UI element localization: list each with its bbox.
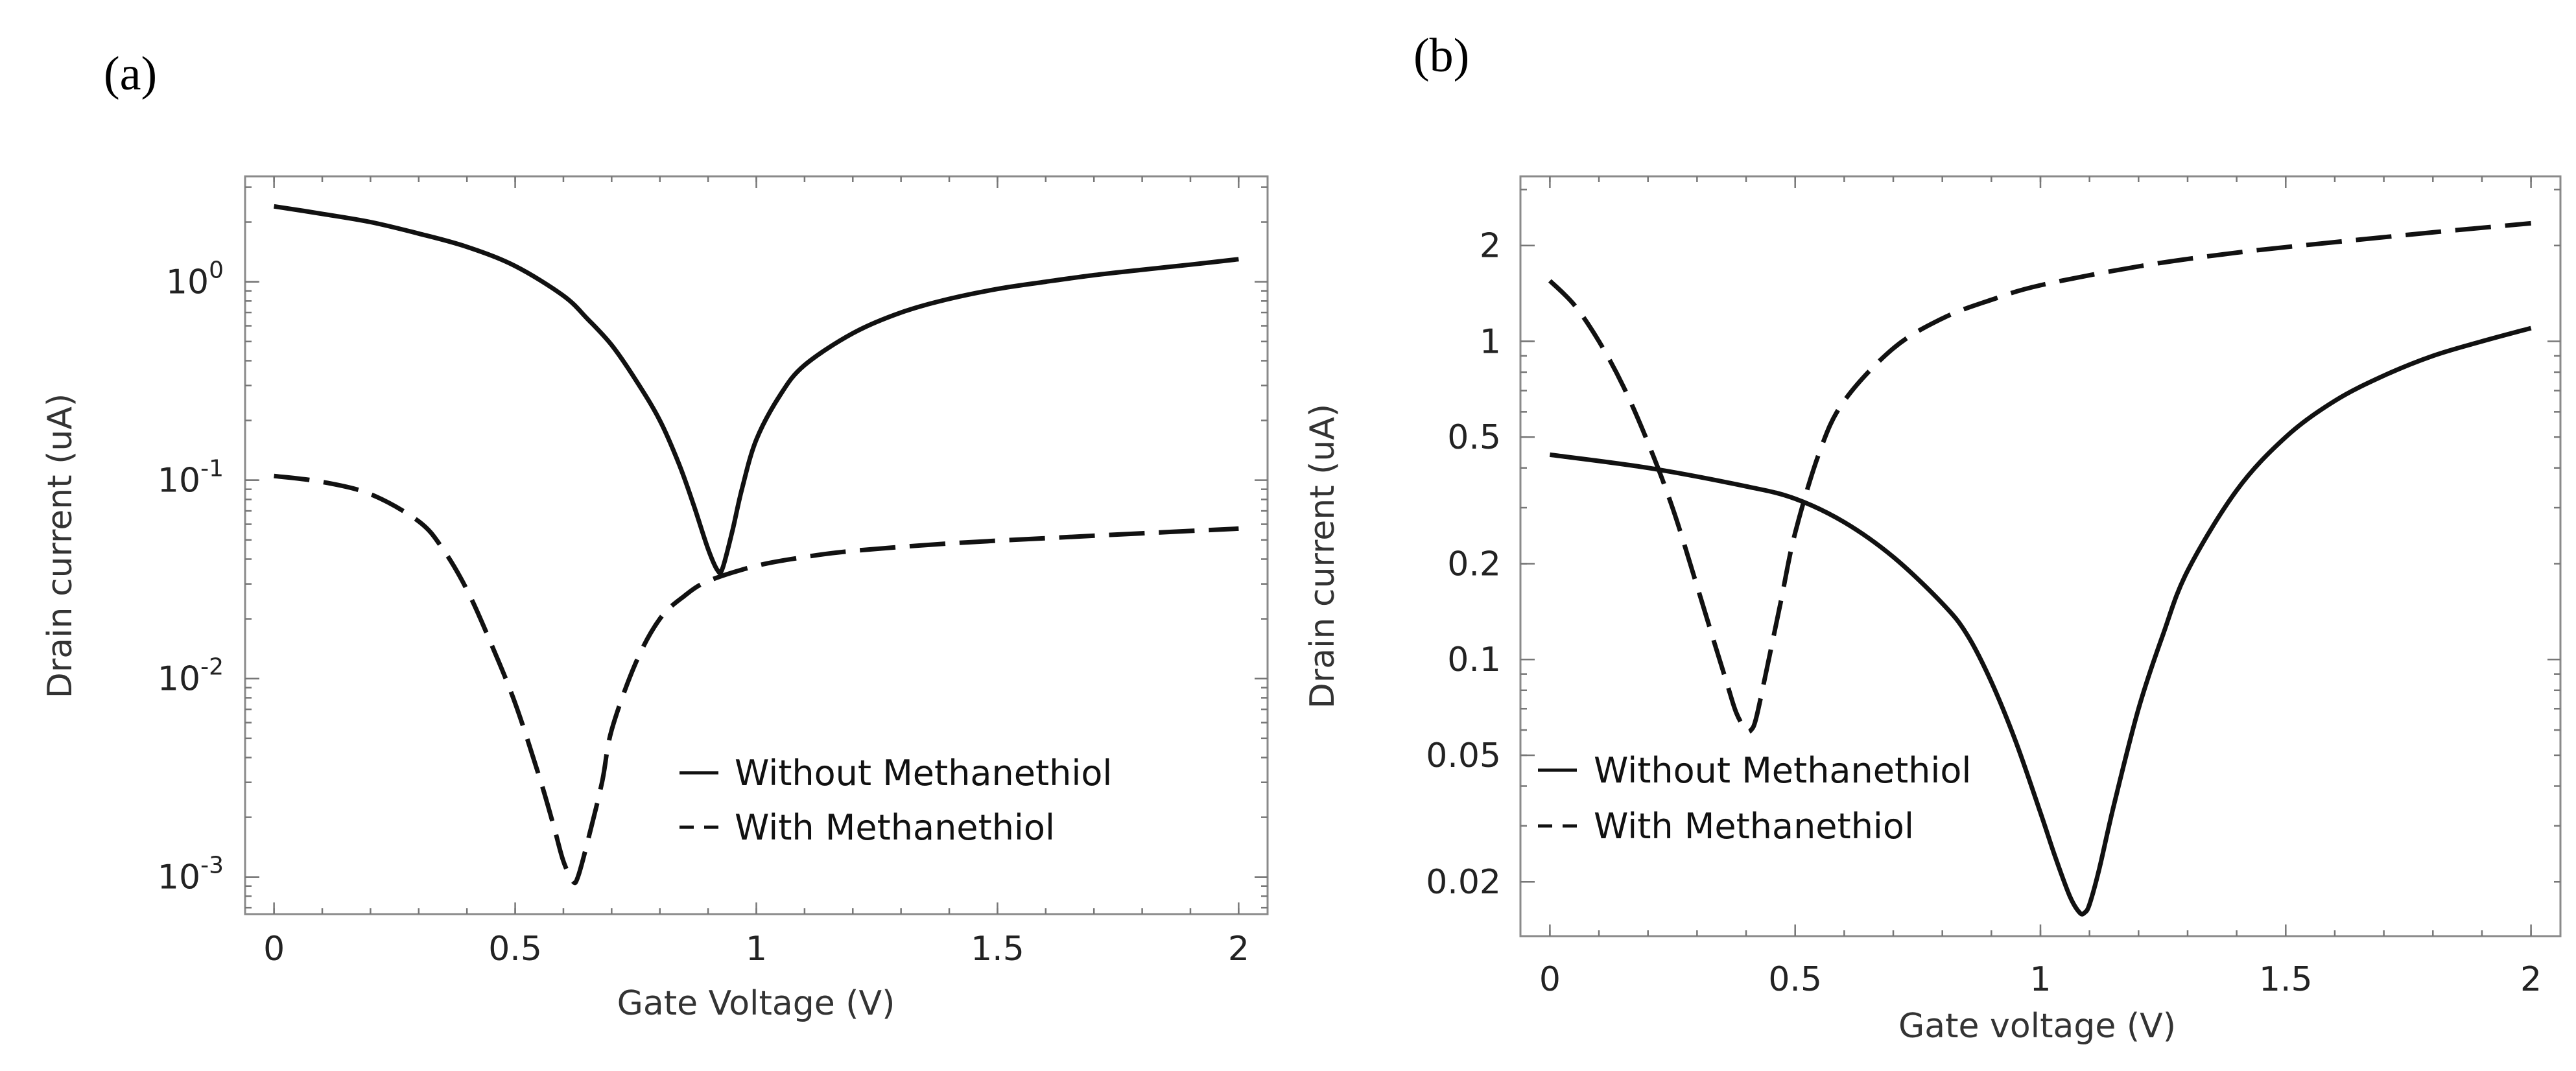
- panel-a-series: [274, 204, 1239, 886]
- series-line-without-methanethiol: [274, 204, 1239, 576]
- x-tick-label: 2: [1228, 930, 1249, 969]
- panel-b-legend-entry-without: Without Methanethiol: [1594, 750, 1971, 791]
- panel-b-x-tick-labels: 0 0.5 1 1.5 2: [1539, 960, 2542, 999]
- y-tick-label: 10-3: [158, 853, 224, 897]
- y-tick-label: 10-1: [158, 456, 224, 500]
- panel-b-legend: Without Methanethiol With Methanethiol: [1538, 750, 1971, 847]
- panel-a-chart: (a) 0 0.5 1 1.5 2 100 10-1 10-2 10-3 Gate Volta…: [41, 47, 1269, 1023]
- panel-a-tick-marks: [245, 176, 1268, 914]
- panel-b-tick-marks: [1520, 176, 2560, 936]
- y-tick-label: 0.05: [1426, 736, 1501, 775]
- panel-a-y-axis-title: Drain current (uA): [41, 394, 80, 698]
- y-tick-label: 0.02: [1426, 863, 1501, 902]
- x-tick-label: 1: [2029, 960, 2051, 999]
- x-tick-label: 1.5: [971, 930, 1024, 969]
- panel-a-legend-entry-with: With Methanethiol: [735, 807, 1055, 848]
- x-tick-label: 2: [2520, 960, 2542, 999]
- y-tick-label: 0.1: [1447, 641, 1501, 679]
- y-tick-label: 10-2: [158, 654, 224, 699]
- x-tick-label: 0: [1539, 960, 1561, 999]
- y-tick-label: 0.2: [1447, 545, 1501, 583]
- y-tick-label: 2: [1480, 227, 1501, 266]
- panel-a-x-tick-labels: 0 0.5 1 1.5 2: [263, 930, 1249, 969]
- panel-b-y-axis-title: Drain current (uA): [1303, 404, 1342, 709]
- y-tick-label: 100: [166, 257, 224, 302]
- x-tick-label: 1.5: [2259, 960, 2313, 999]
- y-tick-label: 1: [1480, 322, 1501, 361]
- y-tick-label: 0.5: [1447, 418, 1501, 457]
- series-line-with-methanethiol: [274, 473, 1239, 886]
- panel-b-label: (b): [1413, 29, 1469, 82]
- panel-a-y-tick-labels: 100 10-1 10-2 10-3: [158, 257, 224, 897]
- x-tick-label: 0.5: [488, 930, 542, 969]
- panel-a-legend-entry-without: Without Methanethiol: [735, 753, 1112, 794]
- panel-b-chart: (b) 0 0.5 1 1.5 2 2 1 0.5 0.2 0.1 0.05 0.02 Gate v…: [1303, 29, 2562, 1046]
- panel-b-x-axis-title: Gate voltage (V): [1898, 1007, 2176, 1046]
- x-tick-label: 0.5: [1768, 960, 1822, 999]
- panel-a-x-axis-title: Gate Voltage (V): [617, 984, 895, 1023]
- panel-a-plot-frame: [244, 175, 1269, 915]
- x-tick-label: 1: [746, 930, 767, 969]
- panel-a-label: (a): [104, 47, 157, 100]
- panel-b-series: [1548, 220, 2532, 917]
- x-tick-label: 0: [263, 930, 285, 969]
- panel-a-legend: Without Methanethiol With Methanethiol: [679, 753, 1112, 848]
- panel-b-legend-entry-with: With Methanethiol: [1594, 806, 1914, 847]
- series-line-without-methanethiol: [1549, 325, 2532, 917]
- panel-b-y-tick-labels: 2 1 0.5 0.2 0.1 0.05 0.02: [1426, 227, 1501, 902]
- series-line-with-methanethiol: [1548, 220, 2531, 735]
